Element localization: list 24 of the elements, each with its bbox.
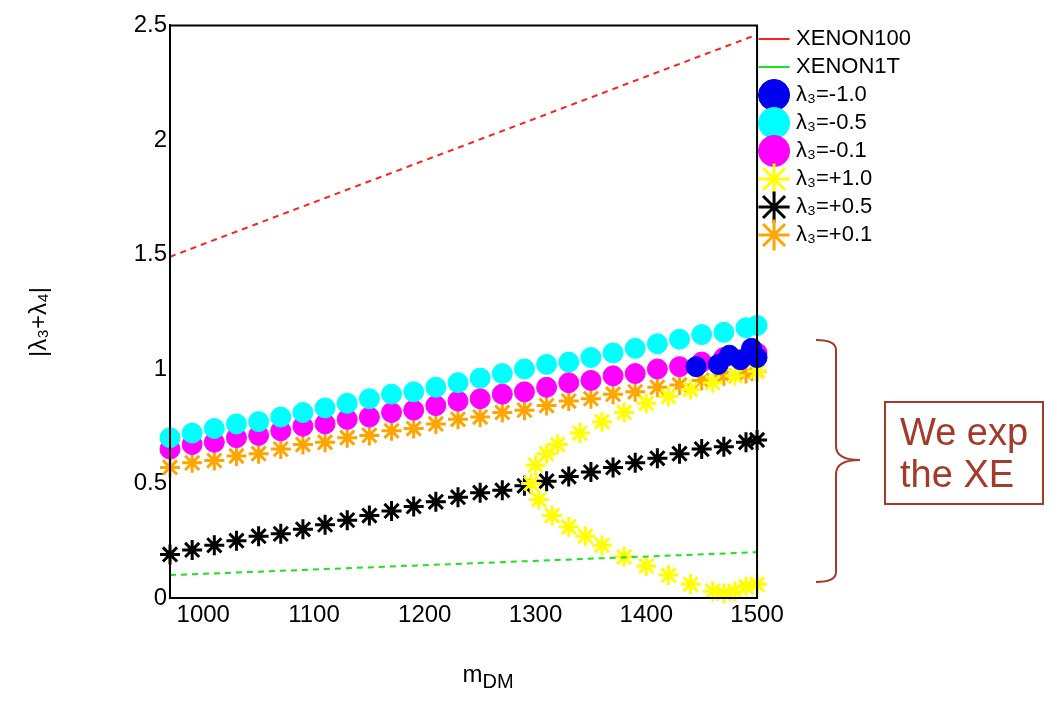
text: We exp xyxy=(900,411,1029,453)
y-tick-label: 1.5 xyxy=(133,239,167,267)
x-tick-label: 1400 xyxy=(619,600,673,628)
legend-label: λ₃=+1.0 xyxy=(796,165,873,191)
x-tick-label: 1500 xyxy=(730,600,784,628)
x-tick-label: 1000 xyxy=(176,600,230,628)
legend-label: λ₃=-1.0 xyxy=(796,81,867,107)
legend-label: λ₃=-0.5 xyxy=(796,109,867,135)
y-tick-label: 1 xyxy=(153,353,167,381)
y-tick-label: 2 xyxy=(153,124,167,152)
legend-label: λ₃=-0.1 xyxy=(796,137,867,163)
legend-label: λ₃=+0.5 xyxy=(796,193,873,219)
x-tick-label: 1300 xyxy=(508,600,563,628)
x-axis-title: m$_{DM}$ xyxy=(461,660,515,693)
y-tick-label: 0.5 xyxy=(133,468,167,496)
text: the XE xyxy=(900,453,1016,495)
legend-label: XENON100 xyxy=(796,25,912,51)
y-tick-label: 2.5 xyxy=(133,10,167,38)
y-tick-label: 0 xyxy=(153,582,167,610)
y-axis-title: |λ₃+λ₄| xyxy=(24,285,52,360)
legend-label: XENON1T xyxy=(796,53,900,79)
x-tick-label: 1200 xyxy=(398,600,452,628)
x-tick-label: 1100 xyxy=(288,600,340,628)
legend-label: λ₃=+0.1 xyxy=(796,221,873,247)
